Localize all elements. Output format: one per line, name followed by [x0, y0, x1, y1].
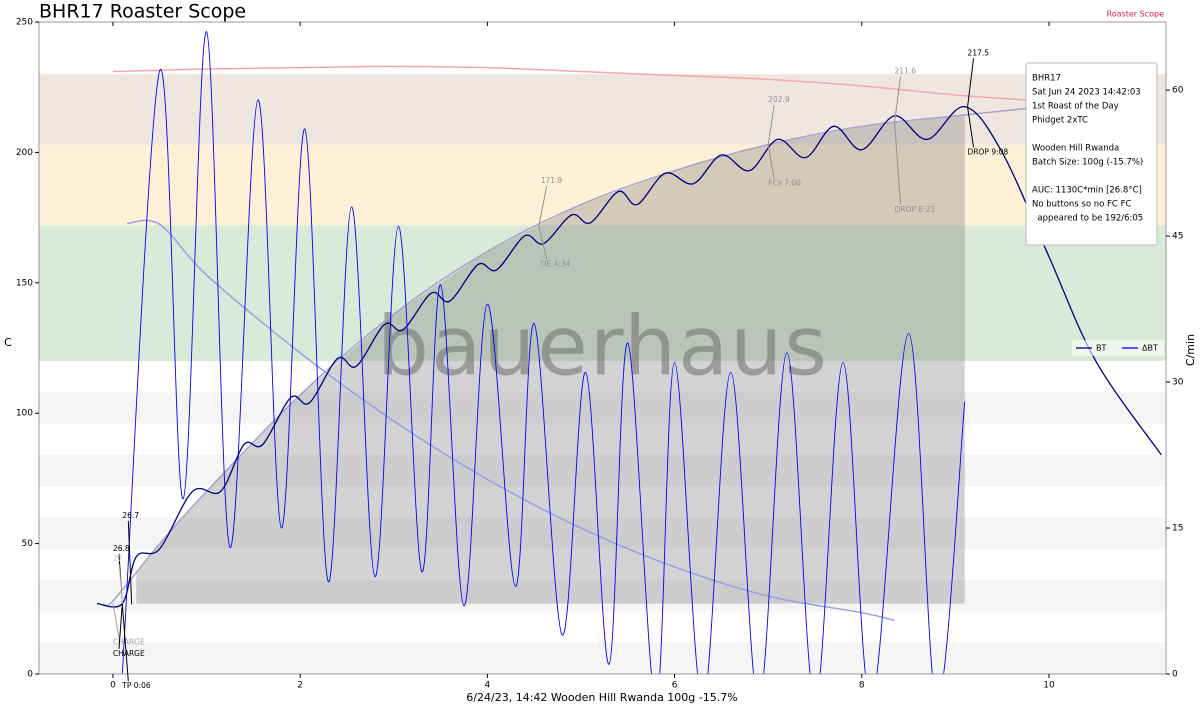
y-tick-label: 150 [16, 278, 33, 288]
annotation-arrow [121, 604, 129, 682]
annotation-arrow [538, 185, 548, 226]
annotation-arrow [967, 106, 975, 148]
x-tick-label: 10 [1043, 681, 1055, 691]
y-axis-label: C [4, 336, 12, 349]
annotation-arrow [894, 76, 902, 123]
annotation-arrow [118, 604, 123, 649]
x-tick-label: 8 [859, 681, 865, 691]
info-line: 1st Roast of the Day [1032, 102, 1119, 112]
plot-frame [38, 21, 1167, 675]
curves: bauerhaus [96, 31, 1162, 674]
y2-tick-label: 0 [1172, 670, 1178, 680]
info-line: AUC: 1130C*min [26.8°C] [1032, 186, 1142, 196]
y2-tick-label: 30 [1172, 378, 1184, 388]
legend-label: ΔBT [1142, 344, 1158, 353]
x-tick-label: 4 [484, 681, 490, 691]
annotation-arrow [118, 564, 123, 604]
y-tick-label: 250 [16, 18, 33, 28]
annotation: TP 0:06 [121, 681, 151, 690]
band [39, 144, 1166, 226]
annotation: 217.5 [968, 48, 990, 57]
annotation: 202.9 [768, 95, 790, 104]
y2-axis-label: C/min [1184, 334, 1197, 366]
chart-title: BHR17 Roaster Scope [39, 1, 246, 23]
annotation: DE 4:34 [541, 260, 571, 269]
info-line: No buttons so no FC FC [1032, 200, 1131, 210]
x-tick-label: 6 [672, 681, 678, 691]
info-line: Phidget 2xTC [1032, 116, 1088, 126]
info-box-frame [1025, 62, 1158, 246]
legend-label: BT [1096, 344, 1106, 353]
info-box: BHR17 Sat Jun 24 2023 14:42:03 1st Roast o… [1025, 62, 1158, 246]
x-tick-label: 2 [297, 681, 303, 691]
info-line: BHR17 [1032, 74, 1061, 84]
annotation: CHARGE [113, 638, 145, 647]
y-tick-label: 0 [27, 670, 33, 680]
annotation-arrow [767, 105, 775, 145]
annotation: FCs 7:00 [768, 179, 801, 188]
y2-tick-label: 45 [1172, 232, 1183, 242]
info-line: Sat Jun 24 2023 14:42:03 [1032, 88, 1141, 98]
band [39, 392, 1166, 424]
x-tick-label: 0 [110, 681, 116, 691]
annotation-arrow [127, 520, 133, 605]
y2-tick-label: 60 [1172, 86, 1184, 96]
annotation-arrow [112, 603, 120, 638]
annotation: 171.9 [541, 176, 563, 185]
annotation: 211.6 [895, 67, 917, 76]
annotation-arrow [894, 122, 902, 205]
y2-tick-label: 15 [1172, 524, 1183, 534]
annotation: 27 [113, 554, 123, 563]
annotation: CHARGE [113, 649, 145, 658]
background-curve [112, 65, 1031, 101]
info-line: Wooden Hill Rwanda [1032, 144, 1119, 154]
watermark: bauerhaus [377, 299, 829, 394]
info-line: appeared to be 192/6:05 [1032, 214, 1143, 224]
annotation: 26.8 [113, 544, 130, 553]
x-axis-label: 6/24/23, 14:42 Wooden Hill Rwanda 100g -… [466, 691, 737, 704]
legend: BT ΔBT [1072, 340, 1164, 356]
foreground: 26.7 26.827 CHARGE CHARGE TP 0:06 171.9 DE 4:3… [16, 18, 1184, 691]
annotation: DROP 9:08 [968, 147, 1009, 156]
info-line: Batch Size: 100g (-15.7%) [1032, 158, 1143, 168]
annotation: DROP 8:21 [895, 205, 936, 214]
y-tick-label: 200 [16, 148, 33, 158]
shaded-phase [136, 114, 965, 604]
band [39, 642, 1166, 674]
y-tick-label: 100 [16, 409, 33, 419]
annotation-arrow [767, 144, 775, 179]
series-line [121, 31, 966, 674]
background-curve [126, 219, 895, 622]
annotation-arrow [967, 58, 975, 107]
annotation: 26.7 [122, 511, 139, 520]
series-line [96, 106, 1162, 608]
brand: Roaster Scope [1107, 10, 1165, 19]
y-tick-label: 50 [22, 539, 34, 549]
legend-box [1072, 340, 1164, 356]
annotation-arrow [538, 225, 548, 260]
band [39, 74, 1166, 145]
